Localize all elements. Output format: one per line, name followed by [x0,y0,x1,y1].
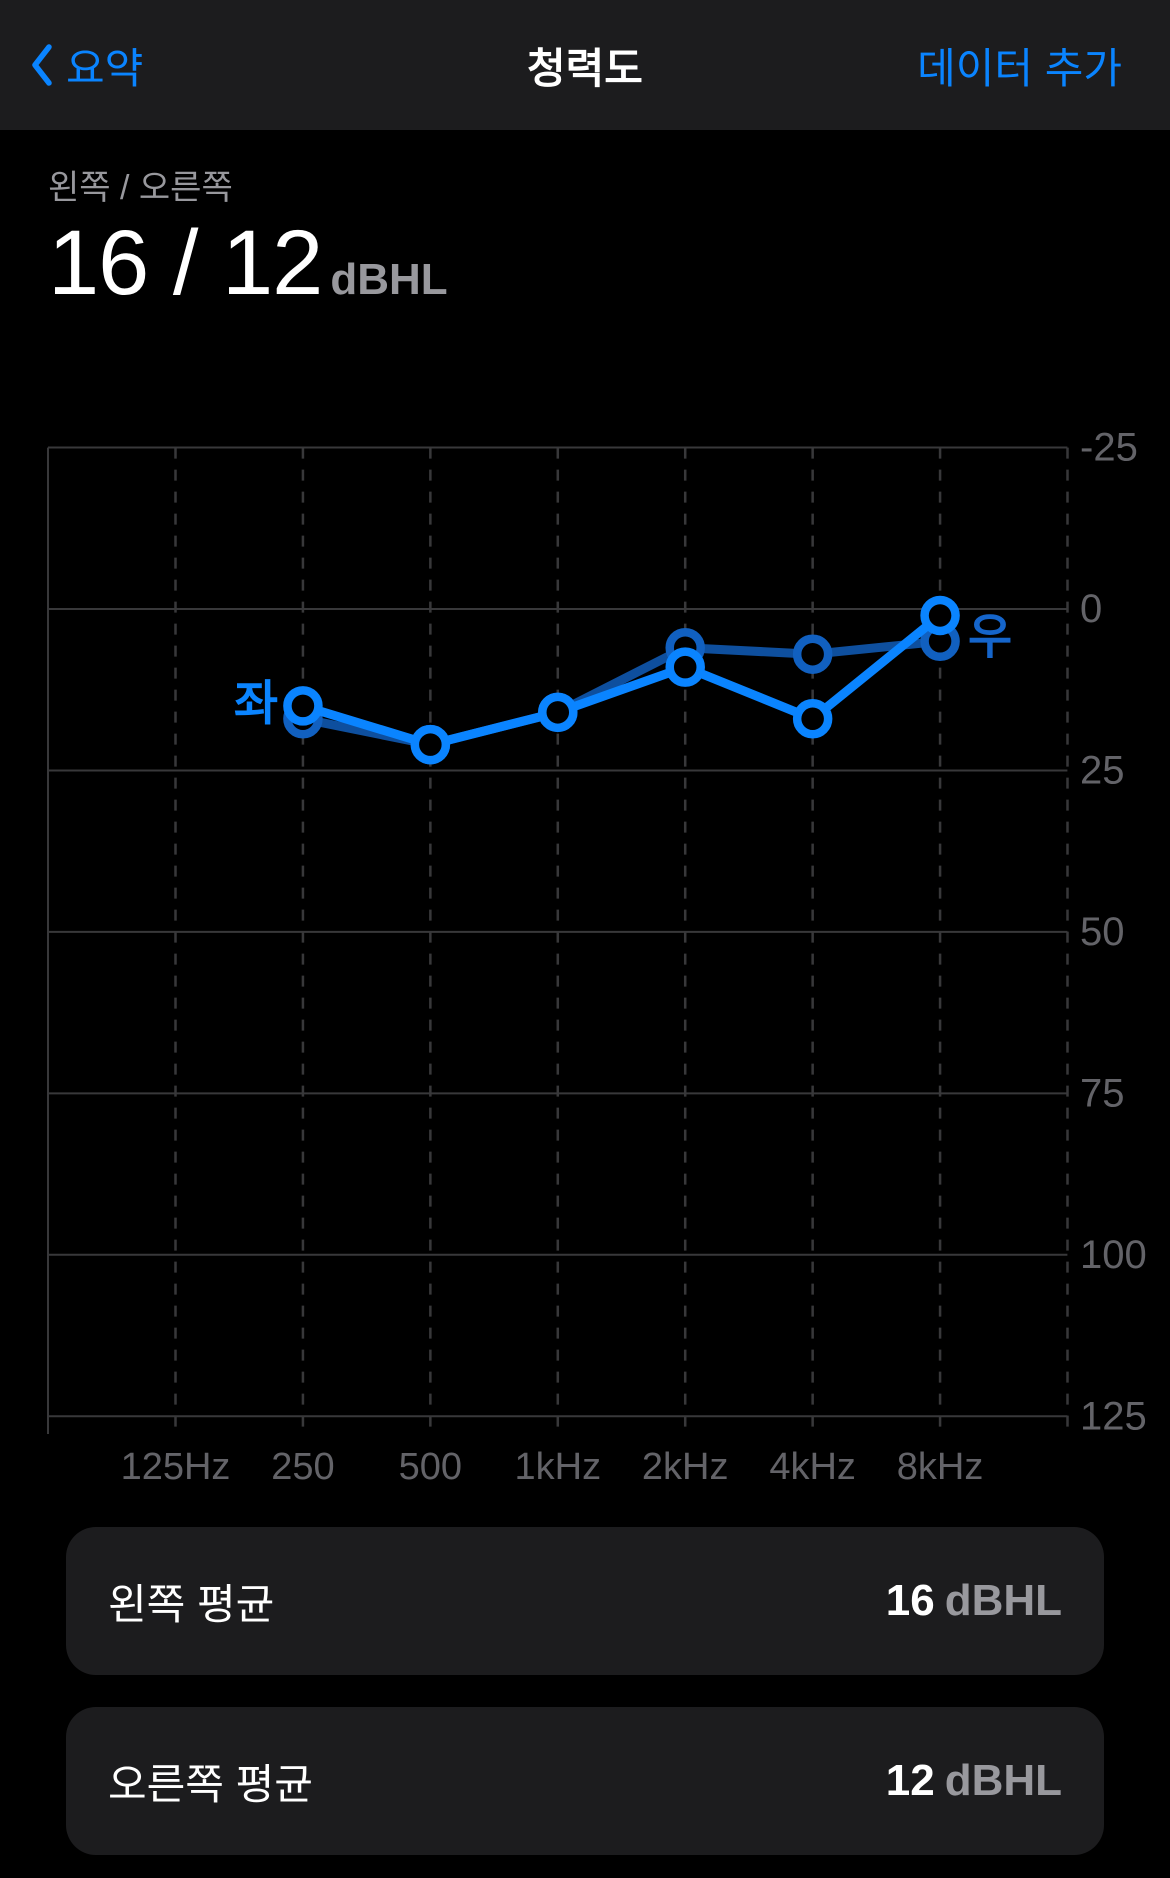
back-button[interactable]: 요약 [28,35,143,96]
svg-text:4kHz: 4kHz [769,1446,856,1487]
svg-text:2kHz: 2kHz [642,1446,729,1487]
svg-text:50: 50 [1080,910,1125,954]
svg-text:125: 125 [1080,1394,1147,1438]
svg-text:100: 100 [1080,1233,1147,1277]
left-average-unit: dBHL [944,1576,1062,1625]
chevron-left-icon [28,42,54,88]
right-average-unit: dBHL [944,1756,1062,1805]
svg-text:250: 250 [271,1446,334,1487]
add-data-button[interactable]: 데이터 추가 [917,44,1122,92]
headline-value: 16 / 12 [48,212,323,314]
svg-text:1kHz: 1kHz [515,1446,602,1487]
headline-value-row: 16 / 12 dBHL [48,210,1170,343]
headline-section: 왼쪽 / 오른쪽 16 / 12 dBHL [0,130,1170,343]
svg-text:500: 500 [399,1446,462,1487]
average-cards: 왼쪽 평균 16 dBHL 오른쪽 평균 12 dBHL [66,1527,1104,1855]
audiogram-chart: 125Hz 250 500 1kHz 2kHz 4kHz 8kHz -25 0 25 50 75 100… [0,377,1170,1487]
headline-unit: dBHL [330,255,448,304]
svg-text:우: 우 [968,611,1012,664]
audiogram-svg: 125Hz 250 500 1kHz 2kHz 4kHz 8kHz -25 0 25 50 75 100… [47,426,1147,1487]
left-average-value: 16 [885,1576,935,1625]
left-average-label: 왼쪽 평균 [108,1580,275,1628]
svg-text:125Hz: 125Hz [121,1446,231,1487]
left-average-card: 왼쪽 평균 16 dBHL [66,1527,1104,1675]
right-average-value: 12 [885,1756,935,1805]
left-average-value-group: 16 dBHL [886,1576,1062,1626]
right-average-value-group: 12 dBHL [886,1756,1062,1806]
svg-text:-25: -25 [1080,426,1138,470]
right-average-label: 오른쪽 평균 [108,1760,313,1808]
svg-text:좌: 좌 [234,677,278,730]
svg-text:25: 25 [1080,748,1125,792]
back-button-label[interactable]: 요약 [66,44,144,92]
svg-text:0: 0 [1080,587,1102,631]
right-average-card: 오른쪽 평균 12 dBHL [66,1707,1104,1855]
svg-text:8kHz: 8kHz [897,1446,984,1487]
headline-subtitle: 왼쪽 / 오른쪽 [48,169,233,207]
svg-text:75: 75 [1080,1071,1125,1115]
nav-bar: 요약 청력도 데이터 추가 [0,0,1170,130]
